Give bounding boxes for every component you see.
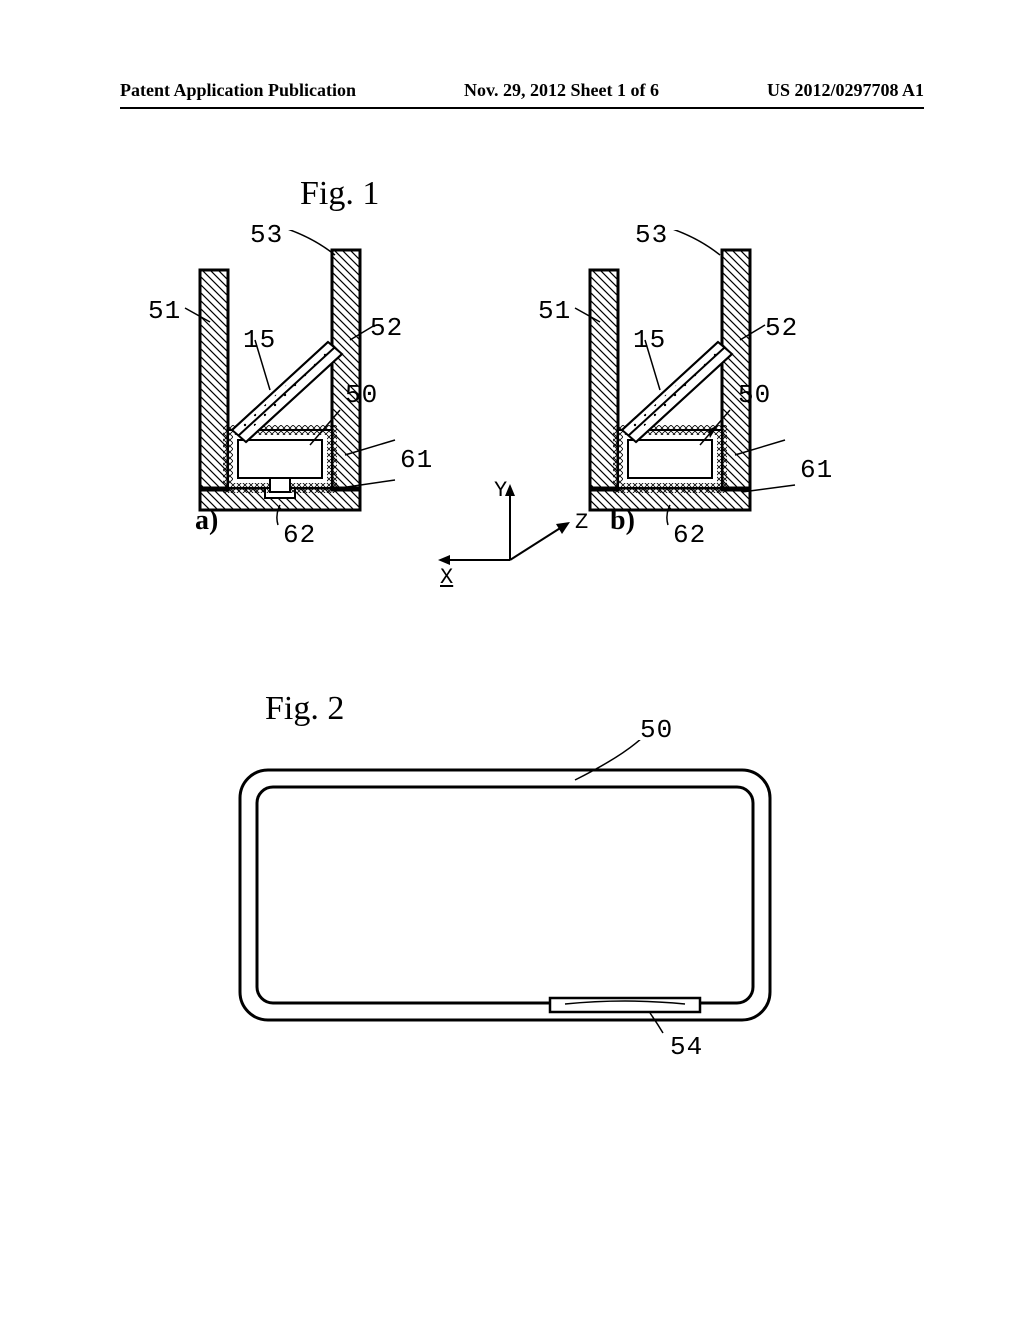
fig1a-label-53: 53 bbox=[250, 220, 283, 250]
fig1a-drawing bbox=[170, 230, 420, 540]
fig1a-label-51: 51 bbox=[148, 296, 181, 326]
fig1a-sub: a) bbox=[195, 505, 218, 537]
fig2-title: Fig. 2 bbox=[265, 690, 344, 728]
fig1a-label-52: 52 bbox=[370, 313, 403, 343]
fig2-label-54: 54 bbox=[670, 1032, 703, 1062]
fig1b-label-62: 62 bbox=[673, 520, 706, 550]
axis-y: Y bbox=[494, 478, 507, 503]
fig1a-label-50: 50 bbox=[345, 380, 378, 410]
fig2-label-50: 50 bbox=[640, 715, 673, 745]
header-left: Patent Application Publication bbox=[120, 80, 356, 101]
fig1b-label-61: 61 bbox=[800, 455, 833, 485]
fig1b-label-51: 51 bbox=[538, 296, 571, 326]
fig1b-drawing bbox=[560, 230, 810, 540]
axis-z: Z bbox=[575, 510, 588, 535]
page-header: Patent Application Publication Nov. 29, … bbox=[120, 80, 924, 109]
fig1-title: Fig. 1 bbox=[300, 175, 379, 213]
fig1b-label-52: 52 bbox=[765, 313, 798, 343]
fig1b-label-50: 50 bbox=[738, 380, 771, 410]
fig1b-sub: b) bbox=[610, 505, 635, 537]
fig1a-label-15: 15 bbox=[243, 325, 276, 355]
fig1-axes bbox=[430, 480, 590, 590]
header-center: Nov. 29, 2012 Sheet 1 of 6 bbox=[464, 80, 659, 101]
fig1b-label-53: 53 bbox=[635, 220, 668, 250]
axis-x: X bbox=[440, 565, 453, 590]
fig2-drawing bbox=[225, 740, 785, 1040]
fig1a-label-62: 62 bbox=[283, 520, 316, 550]
fig1b-label-15: 15 bbox=[633, 325, 666, 355]
fig1a-label-61: 61 bbox=[400, 445, 433, 475]
header-right: US 2012/0297708 A1 bbox=[767, 80, 924, 101]
